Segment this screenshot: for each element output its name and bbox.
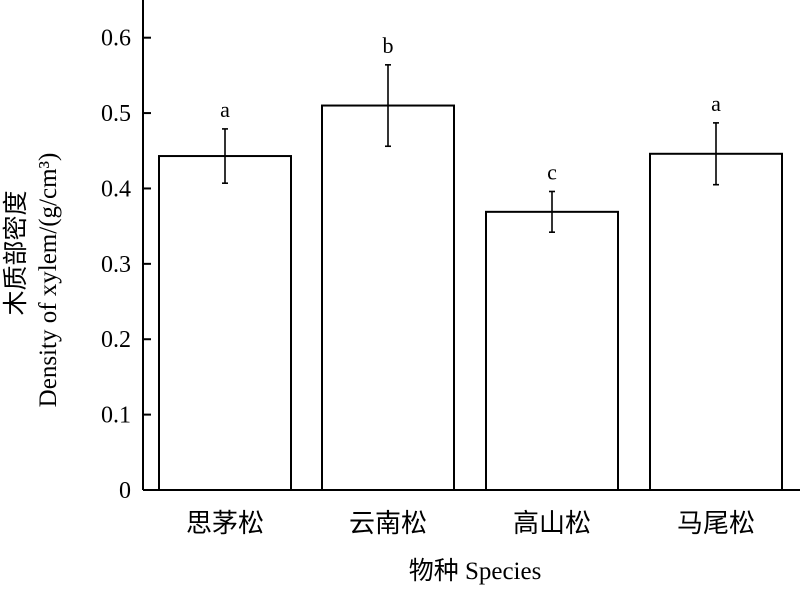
significance-label: a xyxy=(711,91,721,116)
y-tick-label: 0.6 xyxy=(101,26,131,52)
y-tick-label: 0.3 xyxy=(101,252,131,278)
bar xyxy=(158,155,292,492)
significance-label: b xyxy=(383,33,394,58)
y-tick-label: 0 xyxy=(119,478,131,504)
x-tick-label: 高山松 xyxy=(513,509,591,538)
x-tick-label: 马尾松 xyxy=(677,509,755,538)
significance-label: c xyxy=(547,159,557,184)
y-axis-title-group: 木质部密度 Density of xylem/(g/cm³) xyxy=(2,153,62,408)
x-tick-label: 思茅松 xyxy=(186,509,264,538)
y-tick-label: 0.2 xyxy=(101,327,131,353)
y-axis-title-en: Density of xylem/(g/cm³) xyxy=(35,153,62,408)
bar xyxy=(321,104,455,492)
x-tick-label: 云南松 xyxy=(349,509,427,538)
y-axis-title-cn: 木质部密度 xyxy=(2,190,30,315)
significance-label: a xyxy=(220,97,230,122)
bars-layer: a b c a xyxy=(158,33,783,492)
bar xyxy=(649,152,783,492)
bar xyxy=(485,210,619,491)
axes-layer: 思茅松 云南松 高山松 马尾松 0 0.1 0.2 0.3 0.4 0.5 0.6 xyxy=(101,0,800,538)
y-tick-label: 0.1 xyxy=(101,403,131,429)
x-axis-title: 物种 Species xyxy=(409,557,542,585)
y-tick-label: 0.5 xyxy=(101,101,131,127)
y-tick-label: 0.4 xyxy=(101,176,131,202)
